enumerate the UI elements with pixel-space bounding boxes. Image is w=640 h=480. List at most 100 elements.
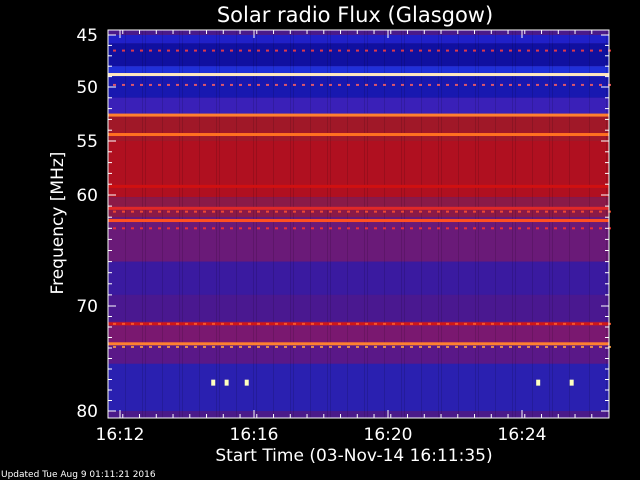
emission-speckle: [113, 49, 116, 52]
emission-speckle: [527, 210, 530, 213]
emission-speckle: [239, 322, 242, 325]
emission-speckle: [545, 227, 548, 230]
x-axis-label: Start Time (03-Nov-14 16:11:35): [215, 446, 492, 466]
emission-speckle: [410, 345, 413, 348]
emission-speckle: [257, 345, 260, 348]
emission-speckle: [230, 322, 233, 325]
emission-speckle: [338, 227, 341, 230]
emission-speckle: [455, 345, 458, 348]
emission-speckle: [590, 322, 593, 325]
emission-speckle: [482, 322, 485, 325]
texture-streak: [273, 30, 274, 418]
emission-speckle: [194, 49, 197, 52]
burst-mark: [211, 379, 216, 386]
emission-speckle: [329, 210, 332, 213]
emission-speckle: [401, 227, 404, 230]
emission-speckle: [230, 227, 233, 230]
texture-streak: [512, 30, 513, 418]
emission-speckle: [356, 322, 359, 325]
emission-speckle: [122, 49, 125, 52]
emission-speckle: [194, 227, 197, 230]
texture-streak: [367, 30, 368, 418]
emission-speckle: [374, 345, 377, 348]
emission-speckle: [437, 227, 440, 230]
emission-speckle: [527, 49, 530, 52]
emission-speckle: [203, 345, 206, 348]
emission-speckle: [419, 210, 422, 213]
emission-speckle: [437, 322, 440, 325]
emission-speckle: [428, 210, 431, 213]
emission-speckle: [293, 345, 296, 348]
emission-speckle: [410, 227, 413, 230]
emission-speckle: [356, 49, 359, 52]
emission-speckle: [473, 49, 476, 52]
emission-speckle: [500, 210, 503, 213]
emission-speckle: [410, 210, 413, 213]
emission-speckle: [113, 210, 116, 213]
emission-speckle: [320, 345, 323, 348]
emission-speckle: [437, 49, 440, 52]
emission-speckle: [284, 322, 287, 325]
emission-speckle: [122, 210, 125, 213]
emission-speckle: [527, 345, 530, 348]
emission-speckle: [266, 227, 269, 230]
emission-speckle: [320, 49, 323, 52]
emission-speckle: [302, 49, 305, 52]
texture-streak: [179, 30, 180, 418]
emission-speckle: [122, 322, 125, 325]
emission-speckle: [446, 322, 449, 325]
emission-speckle: [590, 345, 593, 348]
emission-speckle: [275, 345, 278, 348]
updated-timestamp: Updated Tue Aug 9 01:11:21 2016: [1, 470, 156, 480]
emission-speckle: [140, 322, 143, 325]
emission-speckle: [518, 83, 521, 86]
emission-speckle: [203, 49, 206, 52]
emission-speckle: [230, 210, 233, 213]
emission-speckle: [455, 210, 458, 213]
frequency-band: [108, 217, 609, 262]
emission-speckle: [347, 345, 350, 348]
emission-speckle: [149, 210, 152, 213]
emission-speckle: [464, 83, 467, 86]
emission-speckle: [509, 210, 512, 213]
emission-speckle: [113, 345, 116, 348]
emission-speckle: [221, 83, 224, 86]
emission-speckle: [212, 210, 215, 213]
emission-speckle: [356, 210, 359, 213]
emission-speckle: [572, 322, 575, 325]
emission-speckle: [230, 83, 233, 86]
emission-speckle: [239, 345, 242, 348]
emission-speckle: [176, 210, 179, 213]
emission-speckle: [581, 345, 584, 348]
axes: 45 50 55 60 70 80 16:12 16:16 16:20 16:24: [76, 26, 610, 445]
emission-speckle: [383, 322, 386, 325]
emission-speckle: [302, 83, 305, 86]
emission-speckle: [428, 227, 431, 230]
emission-speckle: [590, 210, 593, 213]
emission-speckle: [212, 345, 215, 348]
emission-speckle: [491, 227, 494, 230]
emission-speckle: [383, 227, 386, 230]
texture-streak: [441, 30, 442, 418]
texture-streak: [401, 30, 402, 418]
emission-speckle: [320, 227, 323, 230]
emission-speckle: [275, 210, 278, 213]
emission-speckle: [203, 83, 206, 86]
emission-speckle: [113, 322, 116, 325]
emission-speckle: [311, 322, 314, 325]
emission-speckle: [140, 345, 143, 348]
emission-speckle: [329, 49, 332, 52]
emission-speckle: [185, 49, 188, 52]
emission-speckle: [338, 83, 341, 86]
y-tick-label: 45: [76, 26, 98, 46]
texture-streak: [478, 30, 479, 418]
emission-speckle: [545, 210, 548, 213]
emission-speckle: [248, 83, 251, 86]
emission-speckle: [554, 49, 557, 52]
texture-streak: [495, 30, 496, 418]
emission-speckle: [581, 210, 584, 213]
emission-speckle: [572, 49, 575, 52]
emission-speckle: [149, 83, 152, 86]
emission-speckle: [581, 322, 584, 325]
emission-speckle: [473, 83, 476, 86]
